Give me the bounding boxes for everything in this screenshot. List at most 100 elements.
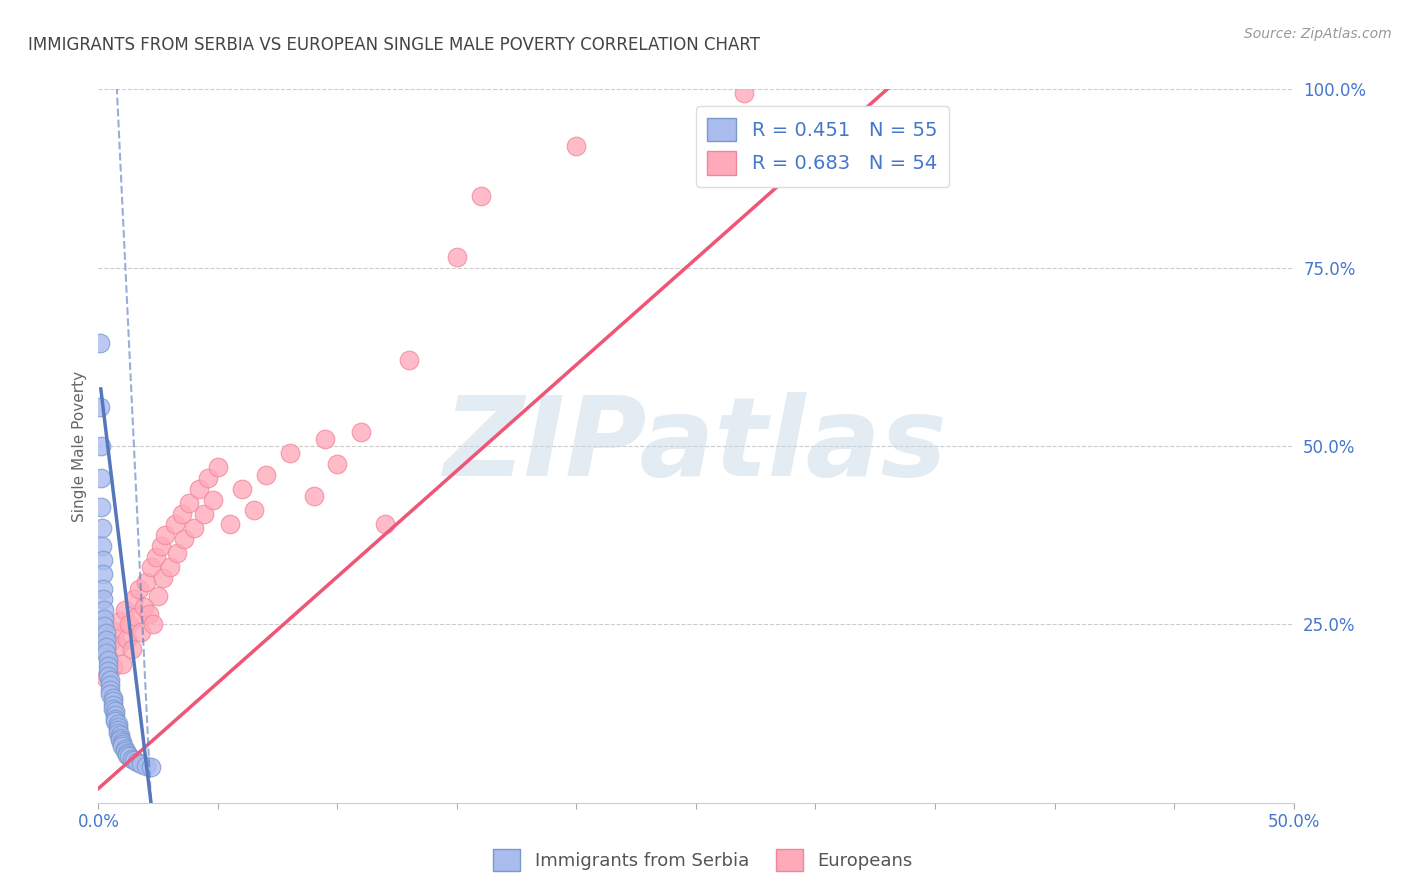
Point <box>243 503 266 517</box>
Point <box>124 753 146 767</box>
Point <box>107 720 129 734</box>
Point <box>565 139 588 153</box>
Point <box>101 690 124 705</box>
Point <box>139 760 162 774</box>
Point <box>90 439 112 453</box>
Point <box>104 705 127 719</box>
Point <box>254 467 277 482</box>
Point <box>114 744 136 758</box>
Point <box>172 507 194 521</box>
Point <box>94 633 117 648</box>
Point <box>470 189 492 203</box>
Point <box>107 717 129 731</box>
Point <box>128 582 150 596</box>
Point <box>89 335 111 350</box>
Point <box>107 639 129 653</box>
Point <box>125 755 148 769</box>
Point <box>104 708 127 723</box>
Point <box>166 546 188 560</box>
Point <box>107 726 129 740</box>
Point <box>163 517 186 532</box>
Point <box>118 617 141 632</box>
Y-axis label: Single Male Poverty: Single Male Poverty <box>72 370 87 522</box>
Point <box>97 664 120 678</box>
Point <box>93 619 115 633</box>
Point <box>98 635 122 649</box>
Point <box>125 610 148 624</box>
Point <box>108 733 131 747</box>
Point <box>193 507 215 521</box>
Point <box>108 731 131 745</box>
Point <box>97 649 120 664</box>
Point <box>98 673 122 687</box>
Point <box>115 747 138 762</box>
Point <box>93 603 115 617</box>
Point <box>108 728 131 742</box>
Point <box>139 560 162 574</box>
Point <box>132 599 155 614</box>
Point <box>131 624 153 639</box>
Point <box>876 111 898 125</box>
Point <box>155 528 177 542</box>
Point <box>733 86 755 100</box>
Point <box>207 460 229 475</box>
Point <box>93 612 115 626</box>
Point <box>104 712 127 726</box>
Text: Source: ZipAtlas.com: Source: ZipAtlas.com <box>1244 27 1392 41</box>
Point <box>278 446 301 460</box>
Point <box>131 756 153 771</box>
Point <box>98 678 122 692</box>
Point <box>145 549 167 564</box>
Point <box>91 582 114 596</box>
Point <box>179 496 201 510</box>
Point <box>98 687 122 701</box>
Point <box>446 250 468 264</box>
Point <box>159 560 181 574</box>
Point <box>302 489 325 503</box>
Point <box>97 658 120 673</box>
Text: IMMIGRANTS FROM SERBIA VS EUROPEAN SINGLE MALE POVERTY CORRELATION CHART: IMMIGRANTS FROM SERBIA VS EUROPEAN SINGL… <box>28 36 761 54</box>
Legend: R = 0.451   N = 55, R = 0.683   N = 54: R = 0.451 N = 55, R = 0.683 N = 54 <box>696 106 949 186</box>
Point <box>121 642 143 657</box>
Point <box>111 737 134 751</box>
Point <box>398 353 420 368</box>
Point <box>90 471 112 485</box>
Point <box>91 539 114 553</box>
Point <box>91 567 114 582</box>
Point <box>183 521 205 535</box>
Point <box>111 739 134 754</box>
Point <box>94 671 117 685</box>
Point <box>173 532 195 546</box>
Point <box>315 432 337 446</box>
Point <box>152 571 174 585</box>
Point <box>94 640 117 655</box>
Point <box>91 521 114 535</box>
Point <box>98 683 122 698</box>
Point <box>148 589 170 603</box>
Point <box>197 471 219 485</box>
Point <box>115 746 138 760</box>
Point <box>374 517 396 532</box>
Point <box>142 617 165 632</box>
Point <box>94 626 117 640</box>
Point <box>101 694 124 708</box>
Point <box>231 482 253 496</box>
Point <box>91 592 114 607</box>
Point <box>350 425 373 439</box>
Point <box>202 492 225 507</box>
Point <box>111 657 134 671</box>
Legend: Immigrants from Serbia, Europeans: Immigrants from Serbia, Europeans <box>486 842 920 879</box>
Point <box>101 660 124 674</box>
Point <box>104 714 127 729</box>
Point <box>219 517 242 532</box>
Point <box>101 698 124 712</box>
Point <box>114 603 136 617</box>
Point <box>135 574 157 589</box>
Point <box>111 735 134 749</box>
Point <box>115 632 138 646</box>
Point <box>90 500 112 514</box>
Point <box>149 539 172 553</box>
Point <box>97 669 120 683</box>
Point <box>101 701 124 715</box>
Point <box>118 749 141 764</box>
